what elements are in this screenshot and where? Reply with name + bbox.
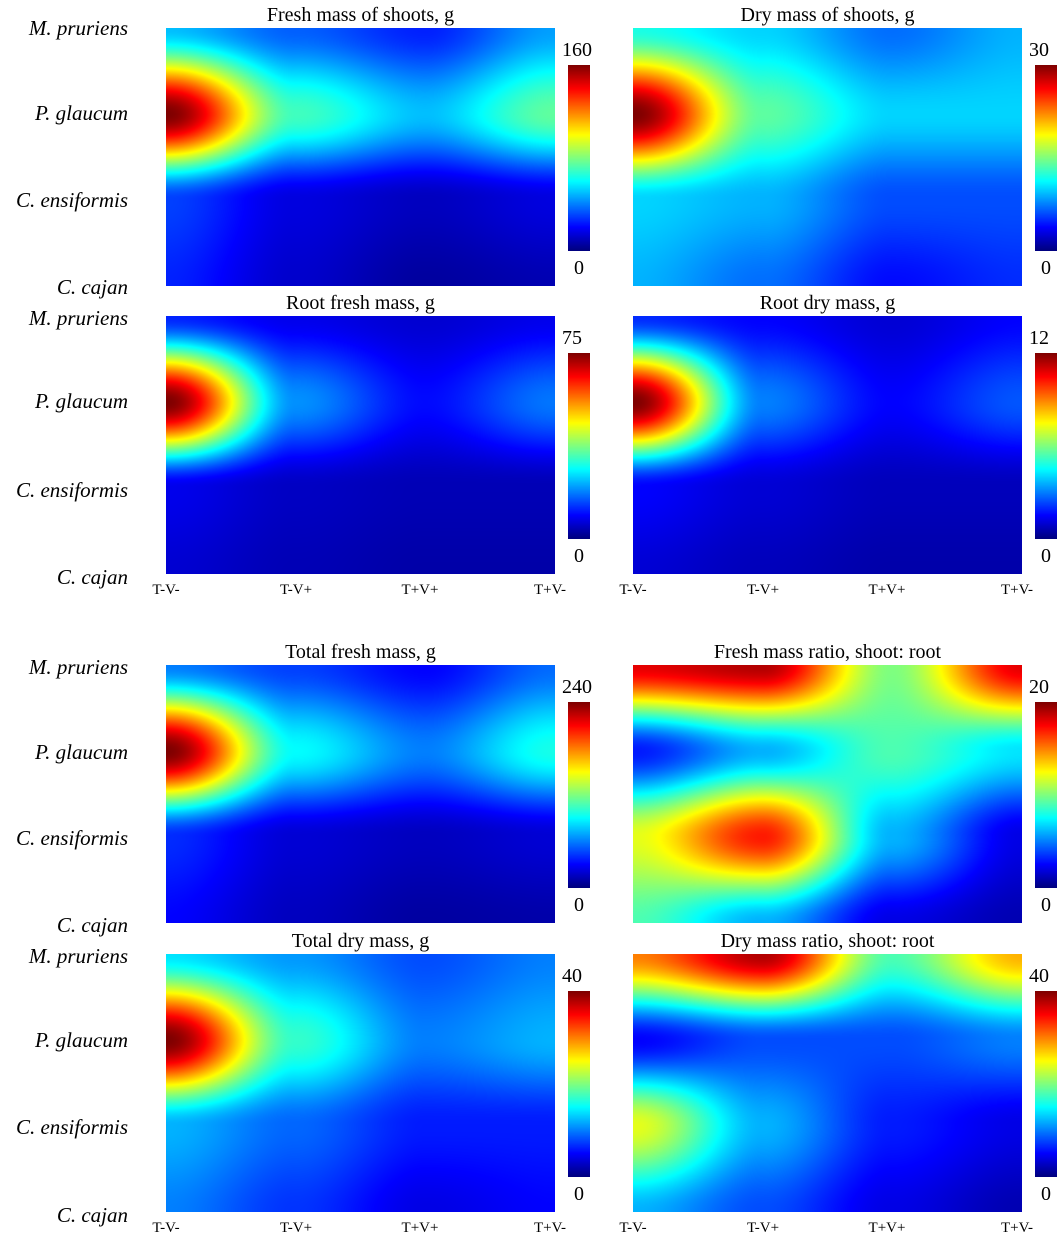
colorbar-max-label: 160 [562, 39, 592, 61]
heatmap-plot [633, 28, 1022, 286]
heatmap-plot [166, 28, 555, 286]
colorbar [568, 353, 590, 539]
treatment-tick-label: T-V+ [746, 582, 780, 598]
species-label: M. pruriens [28, 655, 128, 679]
treatment-tick-label: T+V- [1000, 582, 1034, 598]
treatment-tick-label: T-V- [152, 1220, 180, 1236]
treatment-tick-label: T-V- [619, 1220, 647, 1236]
treatment-tick-label: T+V- [533, 582, 567, 598]
species-label: C. ensiformis [15, 188, 128, 212]
colorbar-max-label: 12 [1029, 327, 1049, 349]
colorbar-min-label: 0 [1041, 1183, 1051, 1205]
heatmap-title: Root fresh mass, g [286, 292, 435, 314]
colorbar-min-label: 0 [1041, 545, 1051, 567]
species-label: M. pruriens [28, 306, 128, 330]
colorbar [568, 65, 590, 251]
treatment-tick-label: T+V+ [868, 582, 906, 598]
species-label: C. cajan [56, 1203, 128, 1227]
colorbar-max-label: 20 [1029, 676, 1049, 698]
treatment-tick-label: T+V- [533, 1220, 567, 1236]
species-label: C. ensiformis [15, 1115, 128, 1139]
colorbar [1035, 991, 1057, 1177]
heatmap-title: Fresh mass ratio, shoot: root [713, 641, 942, 663]
species-label: C. cajan [56, 275, 128, 299]
colorbar-max-label: 30 [1029, 39, 1049, 61]
colorbar-min-label: 0 [574, 894, 584, 916]
species-label: C. cajan [56, 565, 128, 589]
treatment-tick-label: T+V+ [401, 582, 439, 598]
colorbar-max-label: 75 [562, 327, 582, 349]
species-label: C. ensiformis [15, 478, 128, 502]
heatmap-title: Dry mass of shoots, g [740, 4, 915, 26]
colorbar [568, 991, 590, 1177]
colorbar-min-label: 0 [1041, 257, 1051, 279]
heatmap-title: Dry mass ratio, shoot: root [720, 930, 935, 952]
colorbar [1035, 353, 1057, 539]
colorbar-max-label: 40 [1029, 965, 1049, 987]
colorbar [568, 702, 590, 888]
colorbar-min-label: 0 [1041, 894, 1051, 916]
heatmap-plot [633, 954, 1022, 1212]
treatment-tick-label: T-V+ [279, 1220, 313, 1236]
treatment-tick-label: T+V+ [868, 1220, 906, 1236]
treatment-tick-label: T-V- [619, 582, 647, 598]
treatment-tick-label: T-V+ [746, 1220, 780, 1236]
colorbar-min-label: 0 [574, 1183, 584, 1205]
species-label: P. glaucum [35, 101, 128, 125]
heatmap-title: Total dry mass, g [291, 930, 430, 952]
species-label: M. pruriens [28, 16, 128, 40]
heatmap-title: Root dry mass, g [759, 292, 896, 314]
heatmap-plot [166, 954, 555, 1212]
species-label: C. cajan [56, 913, 128, 937]
treatment-tick-label: T+V+ [401, 1220, 439, 1236]
species-label: P. glaucum [35, 740, 128, 764]
treatment-tick-label: T-V+ [279, 582, 313, 598]
heatmap-plot [166, 665, 555, 923]
colorbar [1035, 65, 1057, 251]
heatmap-title: Total fresh mass, g [285, 641, 436, 663]
heatmap-title: Fresh mass of shoots, g [266, 4, 455, 26]
colorbar-max-label: 40 [562, 965, 582, 987]
colorbar-max-label: 240 [562, 676, 592, 698]
colorbar [1035, 702, 1057, 888]
heatmap-plot [633, 665, 1022, 923]
species-label: P. glaucum [35, 1028, 128, 1052]
treatment-tick-label: T-V- [152, 582, 180, 598]
species-label: P. glaucum [35, 389, 128, 413]
heatmap-plot [166, 316, 555, 574]
species-label: C. ensiformis [15, 826, 128, 850]
species-label: M. pruriens [28, 944, 128, 968]
colorbar-min-label: 0 [574, 257, 584, 279]
colorbar-min-label: 0 [574, 545, 584, 567]
heatmap-plot [633, 316, 1022, 574]
treatment-tick-label: T+V- [1000, 1220, 1034, 1236]
